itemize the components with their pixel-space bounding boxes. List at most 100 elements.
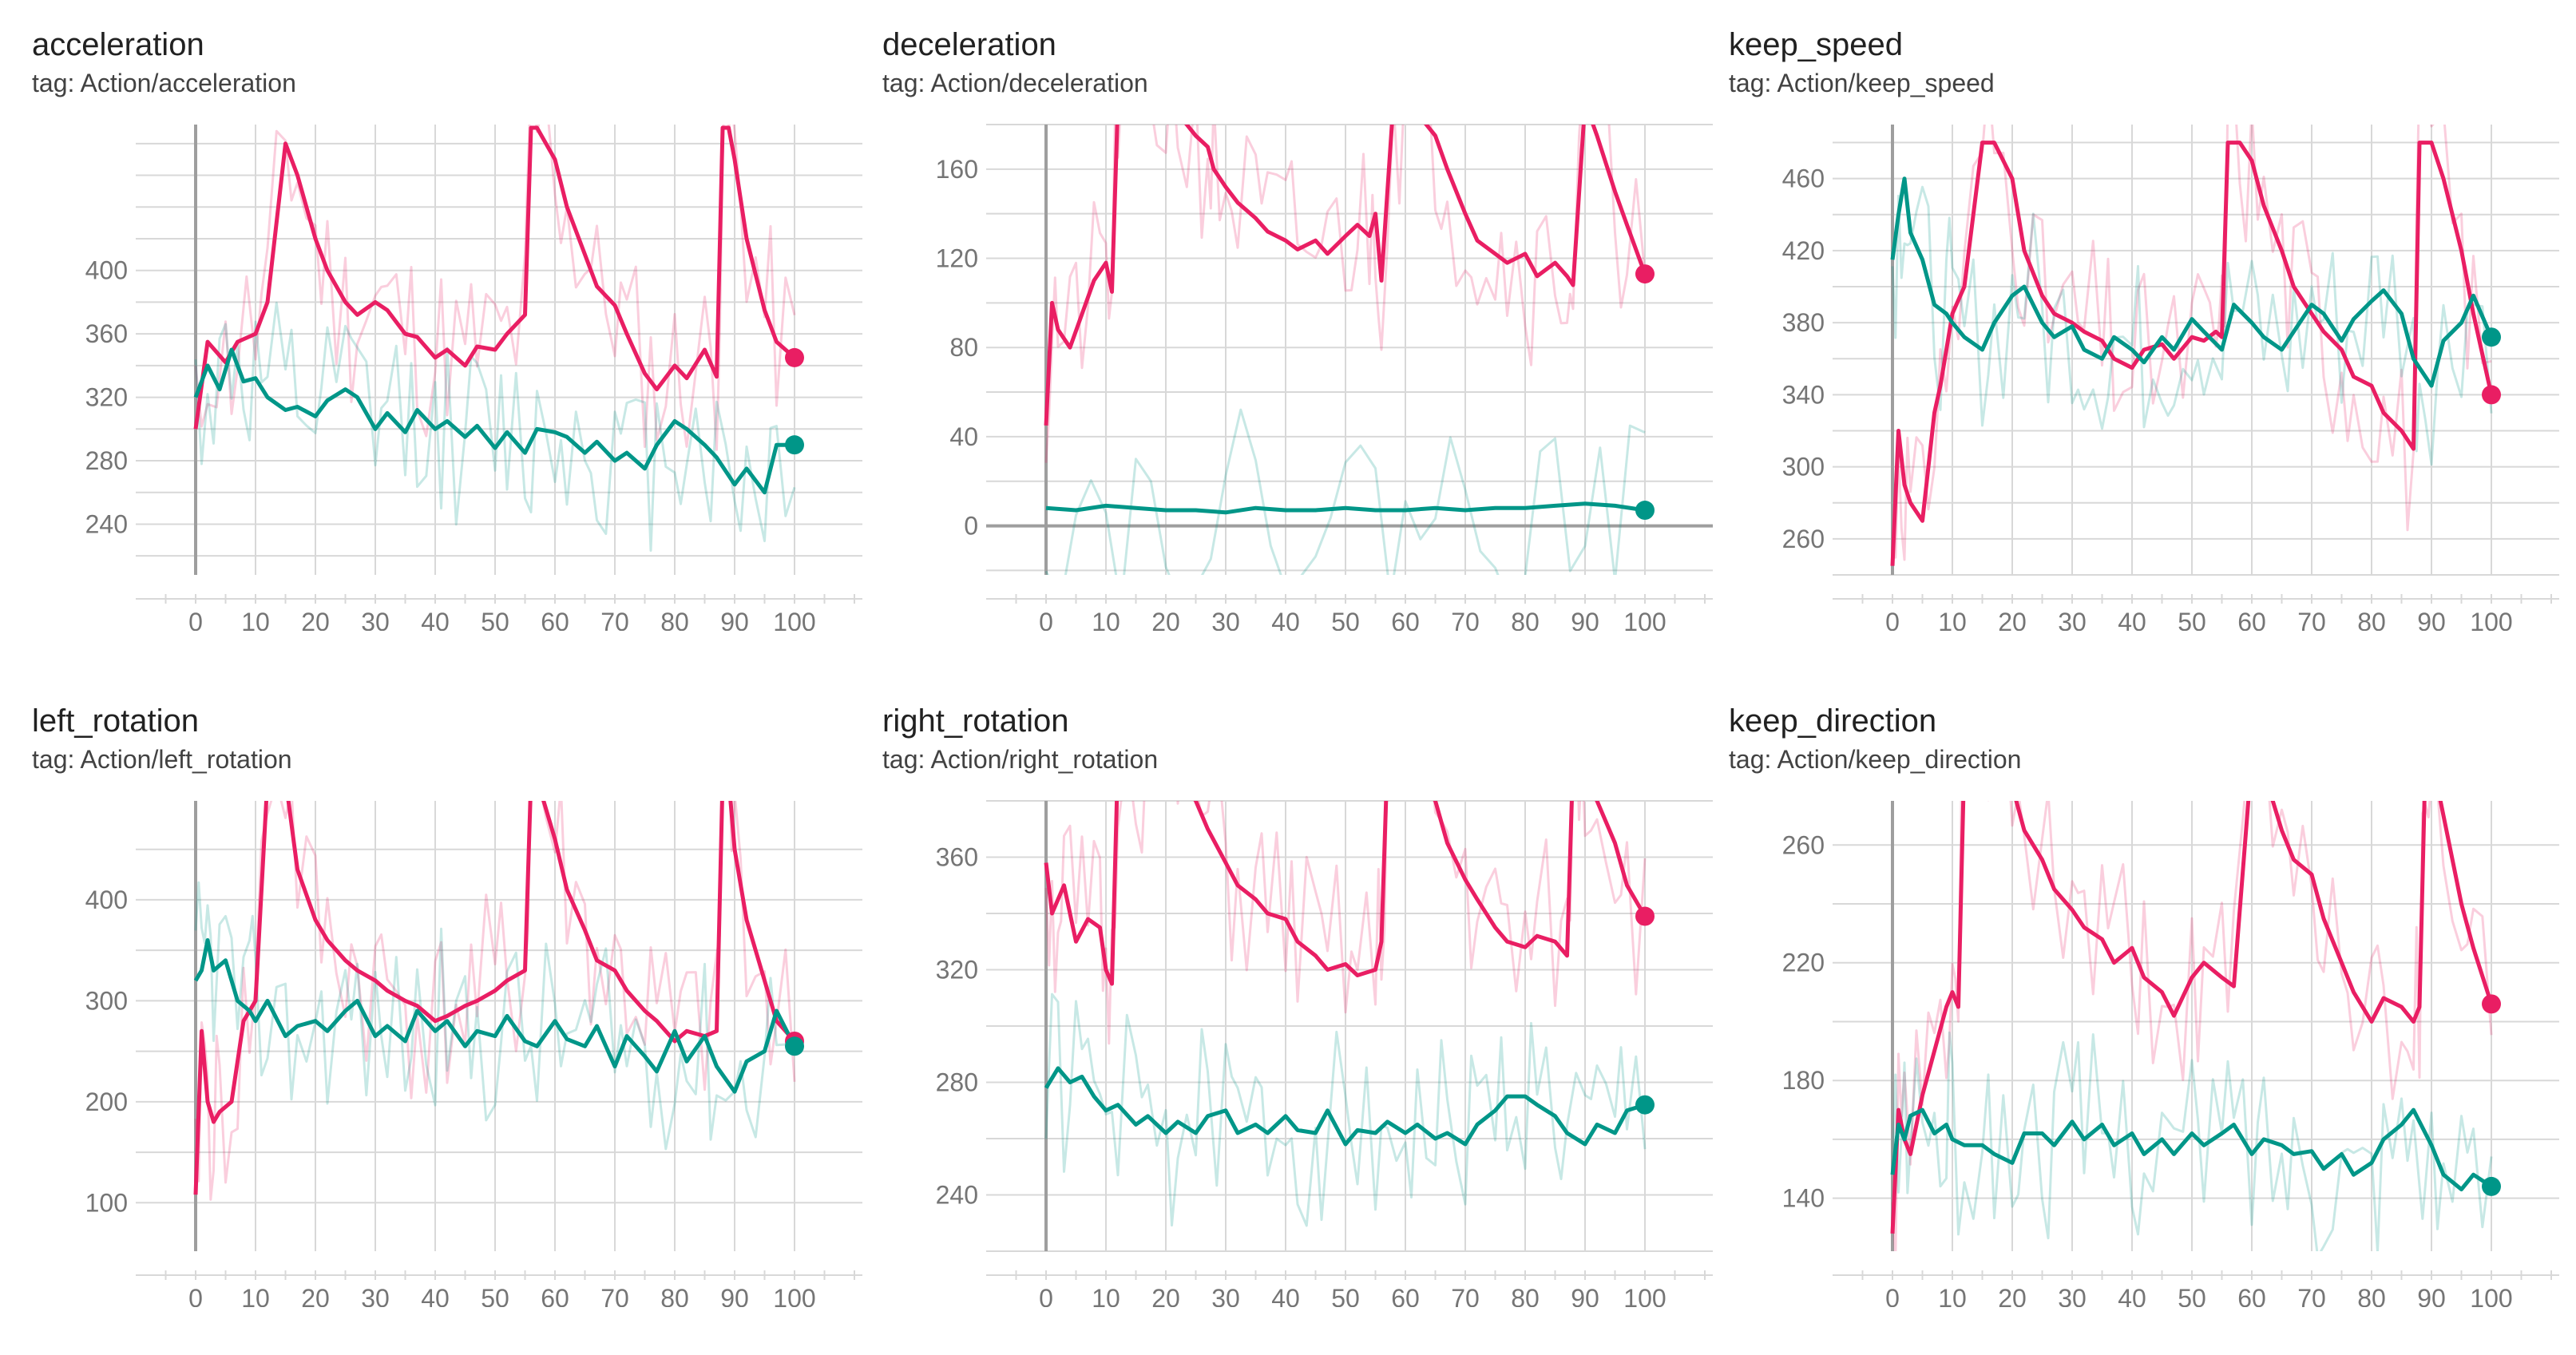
chart-tag: tag: Action/keep_speed — [1729, 69, 1995, 97]
x-tick-label: 0 — [1039, 1284, 1053, 1307]
chart-plot-keep-speed: 0 10 20 30 40 50 60 70 80 90 100 260 300 340 380 420 460 — [1782, 125, 2559, 631]
x-tick-label: 20 — [1151, 608, 1180, 631]
y-tick-label: 0 — [964, 512, 978, 541]
series-end-point-teal-smoothed — [2482, 1176, 2501, 1196]
series-line-pink-raw — [1891, 801, 2493, 1251]
series-line-teal-smoothed — [1890, 176, 2494, 388]
x-tick-label: 60 — [1391, 1284, 1420, 1307]
y-tick-label: 460 — [1782, 164, 1825, 193]
series-end-point-pink-smoothed — [2482, 994, 2501, 1014]
x-tick-label: 10 — [241, 1284, 270, 1307]
x-tick-label: 100 — [2470, 608, 2512, 631]
series-end-point-pink-smoothed — [1635, 264, 1655, 284]
y-tick-label: 400 — [85, 256, 128, 285]
x-tick-label: 30 — [2058, 1284, 2087, 1307]
chart-title: deceleration — [882, 27, 1056, 62]
x-tick-label: 90 — [1571, 1284, 1599, 1307]
x-tick-label: 50 — [2178, 1284, 2206, 1307]
x-tick-label: 70 — [600, 608, 629, 631]
chart-plot-keep-direction: 0 10 20 30 40 50 60 70 80 90 100 140 180 220 260 — [1782, 801, 2559, 1307]
y-tick-label: 220 — [1782, 949, 1825, 977]
x-tick-label: 10 — [1092, 608, 1120, 631]
chart-tag: tag: Action/left_rotation — [32, 745, 292, 774]
chart-panel-acceleration: 0 10 20 30 40 50 60 70 80 90 100 240 280 320 360 400 ac… — [32, 24, 878, 679]
x-tick-label: 0 — [1885, 608, 1900, 631]
x-tick-label: 10 — [1938, 608, 1967, 631]
chart-tag: tag: Action/deceleration — [882, 69, 1148, 97]
x-tick-label: 30 — [361, 608, 390, 631]
chart-title: left_rotation — [32, 703, 200, 739]
y-tick-label: 200 — [85, 1088, 128, 1116]
x-tick-label: 90 — [720, 608, 749, 631]
y-tick-label: 240 — [85, 509, 128, 538]
series-line-pink-smoothed — [193, 125, 796, 430]
y-tick-label: 320 — [85, 383, 128, 412]
x-tick-label: 20 — [1998, 608, 2027, 631]
y-tick-label: 400 — [85, 886, 128, 914]
chart-plot-left-rotation: 0 10 20 30 40 50 60 70 80 90 100 100 200 300 400 — [85, 801, 862, 1307]
x-tick-label: 0 — [1039, 608, 1053, 631]
x-tick-label: 70 — [1451, 1284, 1480, 1307]
chart-tag: tag: Action/acceleration — [32, 69, 296, 97]
chart-panel-left-rotation: 0 10 20 30 40 50 60 70 80 90 100 100 200 300 400 left_… — [32, 700, 878, 1355]
x-tick-label: 90 — [2417, 608, 2446, 631]
series-line-teal-smoothed — [1044, 1066, 1646, 1147]
x-tick-label: 80 — [1511, 1284, 1540, 1307]
series-end-point-teal-smoothed — [785, 1036, 804, 1056]
series-line-teal-smoothed — [1890, 1107, 2493, 1192]
series-group — [193, 125, 796, 552]
series-line-teal-raw — [1044, 408, 1646, 575]
y-tick-label: 280 — [85, 446, 128, 475]
x-tick-label: 60 — [1391, 608, 1420, 631]
y-tick-label: 120 — [936, 244, 978, 273]
x-tick-label: 30 — [361, 1284, 390, 1307]
x-tick-label: 20 — [1998, 1284, 2027, 1307]
x-tick-label: 80 — [2357, 1284, 2386, 1307]
x-tick-label: 80 — [660, 608, 689, 631]
series-line-teal-raw — [1044, 992, 1647, 1227]
series-end-point-pink-smoothed — [785, 347, 804, 367]
x-tick-label: 50 — [481, 608, 509, 631]
series-group — [1044, 125, 1647, 575]
series-line-teal-smoothed — [193, 938, 797, 1094]
y-tick-label: 160 — [936, 155, 978, 184]
y-tick-label: 40 — [949, 422, 978, 451]
series-line-teal-smoothed — [1045, 501, 1646, 515]
y-tick-label: 180 — [1782, 1066, 1825, 1095]
y-tick-label: 280 — [936, 1068, 978, 1097]
series-group — [1044, 801, 1647, 1227]
chart-tag: tag: Action/right_rotation — [882, 745, 1159, 774]
series-group — [1890, 801, 2494, 1251]
y-tick-label: 300 — [85, 986, 128, 1015]
x-tick-label: 40 — [2118, 1284, 2146, 1307]
series-line-pink-smoothed — [1044, 801, 1647, 986]
chart-panel-keep-speed: 0 10 20 30 40 50 60 70 80 90 100 260 300 340 380 420 460… — [1729, 24, 2575, 679]
x-tick-label: 70 — [2297, 1284, 2326, 1307]
series-line-pink-smoothed — [1044, 125, 1647, 426]
x-tick-label: 80 — [1511, 608, 1540, 631]
x-tick-label: 40 — [2118, 608, 2146, 631]
x-tick-label: 90 — [1571, 608, 1599, 631]
y-tick-label: 140 — [1782, 1184, 1825, 1213]
x-tick-label: 30 — [2058, 608, 2087, 631]
chart-panel-deceleration: 0 10 20 30 40 50 60 70 80 90 100 0 40 80 120 160 decele… — [882, 24, 1729, 679]
chart-plot-right-rotation: 0 10 20 30 40 50 60 70 80 90 100 240 280 320 360 — [936, 800, 1713, 1307]
series-line-pink-raw — [1891, 125, 2492, 561]
x-tick-label: 90 — [2417, 1284, 2446, 1307]
series-line-teal-raw — [1891, 185, 2493, 466]
y-tick-label: 260 — [1782, 830, 1825, 859]
chart-title: right_rotation — [882, 703, 1069, 739]
y-tick-label: 380 — [1782, 308, 1825, 337]
series-end-point-teal-smoothed — [1635, 1095, 1655, 1115]
chart-title: keep_speed — [1729, 27, 1903, 62]
x-tick-label: 40 — [1271, 608, 1300, 631]
y-tick-label: 360 — [85, 319, 128, 348]
x-tick-label: 40 — [1271, 1284, 1300, 1307]
series-group — [193, 801, 797, 1201]
series-end-point-teal-smoothed — [785, 435, 804, 455]
x-tick-label: 70 — [600, 1284, 629, 1307]
series-end-point-pink-smoothed — [1635, 906, 1655, 926]
y-tick-label: 100 — [85, 1188, 128, 1217]
x-tick-label: 20 — [301, 1284, 330, 1307]
x-tick-label: 50 — [2178, 608, 2206, 631]
